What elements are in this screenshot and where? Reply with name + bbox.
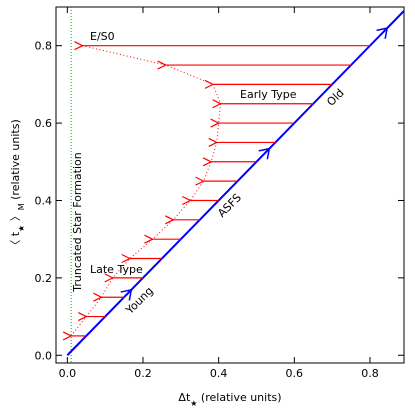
x-tick-label: 0.6 [286, 367, 304, 380]
x-axis-label-part: (relative units) [197, 391, 281, 404]
asfs-arrowhead [120, 288, 133, 301]
x-axis-label: Δt★ (relative units) [178, 391, 281, 408]
y-axis-label-part: 〈 t [9, 231, 22, 250]
y-axis-label: 〈 t★ 〉M (relative units) [9, 119, 26, 251]
x-tick-label: 0.2 [134, 367, 152, 380]
y-tick-label: 0.4 [35, 194, 53, 207]
asfs-arrowhead [258, 147, 271, 160]
y-axis-label-part: M [17, 203, 26, 210]
y-axis-label-part: 〉 [9, 210, 22, 225]
y-tick-label: 0.2 [35, 272, 53, 285]
y-axis-label-part: ★ [17, 225, 26, 232]
evolution-curve [70, 45, 222, 337]
annotation: Late Type [90, 263, 143, 276]
y-tick-label: 0.0 [35, 349, 53, 362]
y-tick-label: 0.6 [35, 117, 53, 130]
y-tick-label: 0.8 [35, 40, 53, 53]
asfs-line [66, 10, 405, 356]
plot-frame [55, 6, 405, 364]
x-axis-label-part: ★ [190, 399, 197, 408]
x-tick-label: 0.8 [361, 367, 379, 380]
y-axis-label-part: (relative units) [9, 119, 22, 203]
annotation: Young [123, 284, 156, 317]
asfs-arrowhead [376, 27, 389, 39]
x-tick-label: 0.0 [59, 367, 77, 380]
annotation: ASFS [215, 191, 244, 220]
annotation: Truncated Star Formation [71, 152, 84, 293]
annotation: E/S0 [90, 30, 115, 43]
x-tick-label: 0.4 [210, 367, 228, 380]
x-axis-label-part: Δt [178, 391, 191, 404]
annotation: Early Type [240, 88, 297, 101]
